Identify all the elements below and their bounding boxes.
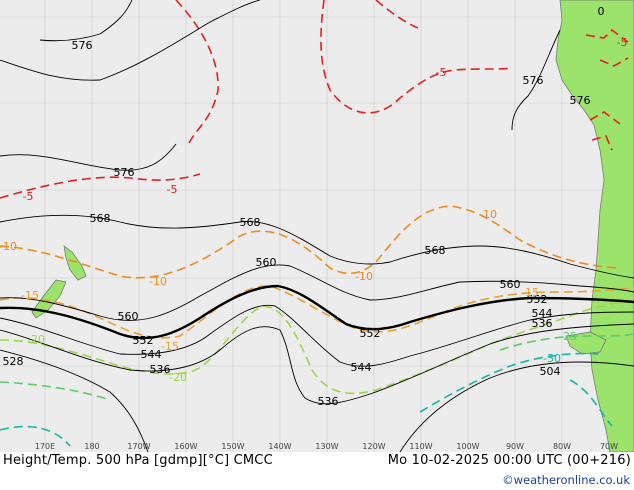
- height-label: 536: [150, 363, 171, 376]
- height-labels: 576 576 576 576 568 568 568 560 560 560 …: [3, 39, 591, 408]
- isotherm-minus15: [0, 285, 634, 339]
- lon-label: 120W: [362, 442, 385, 451]
- contour-528: [0, 349, 149, 453]
- temp-label: -20: [27, 333, 45, 346]
- valid-time: Mo 10-02-2025 00:00 UTC (00+216): [387, 453, 631, 468]
- isotherm-minus25: [0, 333, 634, 401]
- map-footer: Height/Temp. 500 hPa [gdmp][°C] CMCC Mo …: [0, 452, 634, 490]
- credit-link[interactable]: ©weatheronline.co.uk: [502, 473, 630, 487]
- temp-label: -5: [23, 190, 34, 203]
- south-america-land: [555, 0, 634, 453]
- lon-label: 80W: [553, 442, 571, 451]
- temperature-labels: -5 -5 -5 -5 -10 -10 -10 -10 -15 -15 -15 …: [0, 5, 627, 384]
- lon-label: 110W: [409, 442, 432, 451]
- tierra-del-fuego-land: [565, 331, 607, 355]
- edge-label: 0: [598, 5, 605, 18]
- isotherm-minus5-b: [175, 0, 219, 146]
- lon-label: 160W: [174, 442, 197, 451]
- isotherm-minus10-a: [0, 205, 621, 279]
- contour-568: [0, 214, 634, 279]
- height-label: 568: [425, 244, 446, 257]
- height-label: 552: [133, 334, 154, 347]
- contour-560: [0, 264, 634, 321]
- isotherm-minus5-d: [375, 0, 419, 29]
- height-label: 560: [256, 256, 277, 269]
- contour-552-bold: [0, 284, 634, 340]
- map-title: Height/Temp. 500 hPa [gdmp][°C] CMCC: [3, 453, 273, 468]
- lon-label: 130W: [315, 442, 338, 451]
- temp-label: -15: [161, 340, 179, 353]
- contour-504: [399, 361, 634, 453]
- height-label: 552: [360, 327, 381, 340]
- temperature-isotherms: [0, 0, 634, 447]
- contour-576-c: [39, 0, 133, 42]
- height-label: 576: [523, 74, 544, 87]
- temp-label: -10: [479, 208, 497, 221]
- temp-label: -5: [436, 66, 447, 79]
- longitude-labels: 170E 180 170W 160W 150W 140W 130W 120W 1…: [35, 442, 618, 451]
- isotherm-minus5-a: [0, 173, 201, 199]
- temp-label: -15: [21, 289, 39, 302]
- isotherm-minus30: [0, 352, 613, 447]
- height-label: 576: [114, 166, 135, 179]
- temp-label: -10: [355, 270, 373, 283]
- height-contours: [0, 0, 634, 453]
- lon-label: 90W: [506, 442, 524, 451]
- isotherm-minus5-c: [320, 0, 513, 114]
- temp-label: -30: [543, 352, 561, 365]
- lon-label: 150W: [221, 442, 244, 451]
- height-label: 544: [141, 348, 162, 361]
- land-masses: [31, 0, 634, 453]
- contour-576-a: [0, 0, 261, 81]
- temp-label: -20: [169, 371, 187, 384]
- contour-576-b: [0, 143, 177, 171]
- lon-label: 100W: [456, 442, 479, 451]
- height-label: 536: [318, 395, 339, 408]
- lon-label: 170E: [35, 442, 55, 451]
- temp-label: -10: [149, 275, 167, 288]
- height-label: 552: [527, 293, 548, 306]
- temp-label: -10: [0, 240, 17, 253]
- weather-map: 576 576 576 576 568 568 568 560 560 560 …: [0, 0, 634, 453]
- height-label: 560: [500, 278, 521, 291]
- temp-label: -5: [617, 36, 628, 49]
- contour-536: [0, 323, 634, 405]
- contour-544: [0, 304, 634, 367]
- lon-label: 180: [84, 442, 99, 451]
- height-label: 536: [532, 317, 553, 330]
- temp-label: -15: [521, 286, 539, 299]
- height-label: 560: [118, 310, 139, 323]
- height-label: 576: [570, 94, 591, 107]
- temp-label: -5: [167, 183, 178, 196]
- height-label: 504: [540, 365, 561, 378]
- height-label: 528: [3, 355, 24, 368]
- isotherm-minus20: [0, 299, 634, 395]
- isotherm-minus5-coast: [585, 28, 629, 151]
- lon-label: 170W: [127, 442, 150, 451]
- lon-label: 70W: [600, 442, 618, 451]
- contour-576-d: [511, 29, 561, 131]
- height-label: 576: [72, 39, 93, 52]
- height-label: 568: [90, 212, 111, 225]
- height-label: 544: [532, 307, 553, 320]
- height-label: 568: [240, 216, 261, 229]
- height-label: 544: [351, 361, 372, 374]
- new-zealand-north-island: [63, 245, 87, 281]
- temp-label: -25: [559, 330, 577, 343]
- lon-label: 140W: [268, 442, 291, 451]
